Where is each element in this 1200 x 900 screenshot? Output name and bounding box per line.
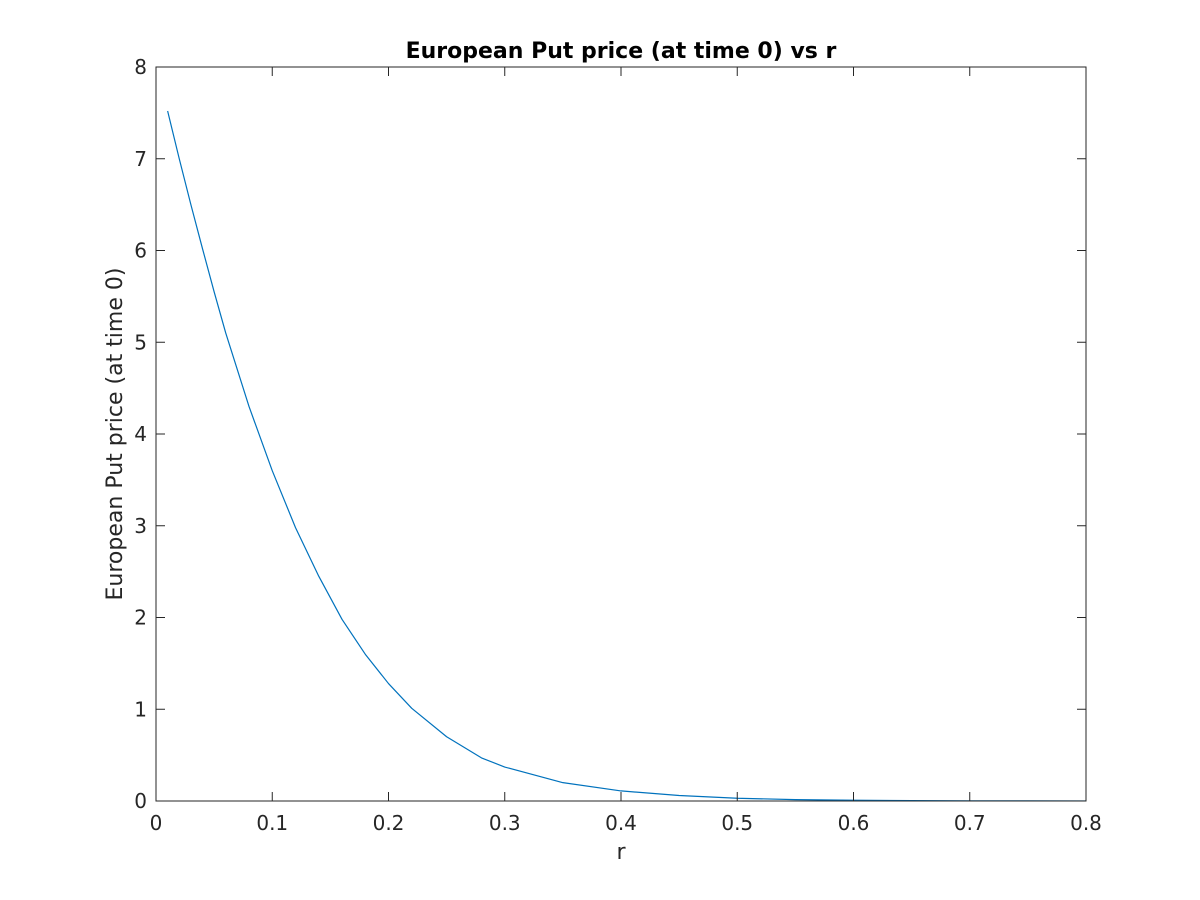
- x-tick-label: 0.5: [721, 811, 753, 835]
- chart-title: European Put price (at time 0) vs r: [406, 39, 837, 64]
- y-axis-label: European Put price (at time 0): [103, 268, 128, 601]
- plot-background: [156, 67, 1086, 801]
- y-tick-label: 0: [134, 789, 147, 813]
- x-tick-label: 0: [150, 811, 163, 835]
- y-tick-label: 5: [134, 330, 147, 354]
- x-axis-label: r: [616, 840, 626, 865]
- y-tick-label: 4: [134, 422, 147, 446]
- x-tick-label: 0.3: [489, 811, 521, 835]
- x-tick-label: 0.7: [954, 811, 986, 835]
- x-tick-label: 0.1: [256, 811, 288, 835]
- series-layer: [167, 110, 1087, 802]
- y-tick-label: 3: [134, 514, 147, 538]
- x-tick-label: 0.4: [605, 811, 637, 835]
- x-tick-label: 0.6: [838, 811, 870, 835]
- x-tick-label: 0.2: [373, 811, 405, 835]
- y-tick-label: 7: [134, 147, 147, 171]
- ticks-layer: 0 0.1 0.2 0.3 0.4 0.5 0.6 0.7 0.8 0 1 2 3 4 5 6 7 8: [134, 55, 1102, 835]
- y-tick-label: 8: [134, 55, 147, 79]
- y-tick-label: 6: [134, 239, 147, 263]
- y-tick-label: 1: [134, 697, 147, 721]
- series-line: [167, 110, 1087, 802]
- x-tick-label: 0.8: [1070, 811, 1102, 835]
- y-tick-label: 2: [134, 606, 147, 630]
